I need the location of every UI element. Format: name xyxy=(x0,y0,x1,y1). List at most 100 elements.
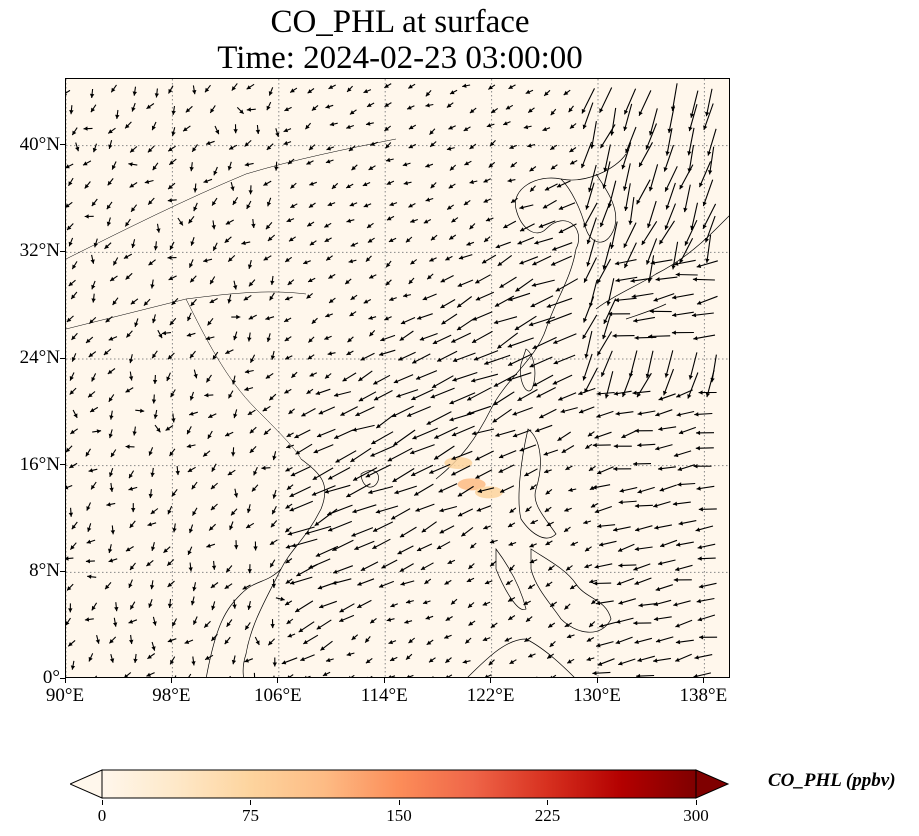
wind-vectors xyxy=(66,83,718,677)
wind-arrow-head xyxy=(306,160,311,165)
wind-arrow-head xyxy=(376,423,381,429)
wind-arrow-head xyxy=(183,127,188,132)
wind-arrow-head xyxy=(346,351,352,355)
wind-arrow-head xyxy=(658,466,663,471)
wind-arrow-head xyxy=(126,333,131,338)
wind-arrow-head xyxy=(673,602,678,607)
wind-arrow-head xyxy=(357,581,362,586)
wind-arrow-head xyxy=(665,151,670,156)
wind-arrow-shaft xyxy=(603,298,617,325)
wind-arrow-head xyxy=(545,541,551,545)
wind-arrow-head xyxy=(451,471,456,476)
wind-arrow-head xyxy=(186,443,192,449)
wind-arrow-head xyxy=(105,584,110,590)
wind-arrow-shaft xyxy=(605,371,614,399)
wind-arrow-head xyxy=(365,473,371,478)
wind-arrow-head xyxy=(503,224,508,228)
wind-arrow-head xyxy=(582,124,587,129)
wind-arrow-head xyxy=(231,380,236,385)
x-tick-label: 122°E xyxy=(466,685,515,706)
wind-arrow-head xyxy=(555,287,561,292)
wind-arrow-head xyxy=(509,508,515,513)
wind-arrow-head xyxy=(370,619,375,624)
wind-arrow-head xyxy=(613,444,618,449)
wind-arrow-head xyxy=(168,276,174,280)
wind-arrow-head xyxy=(672,295,677,300)
wind-arrow-head xyxy=(154,93,159,98)
wind-arrow-head xyxy=(123,254,129,259)
wind-arrow-shaft xyxy=(679,164,694,190)
wind-arrow-head xyxy=(68,281,74,286)
wind-arrow-head xyxy=(131,508,136,513)
wind-arrow-head xyxy=(673,452,679,458)
wind-arrow-head xyxy=(600,143,605,149)
wind-arrow-head xyxy=(193,620,198,625)
wind-arrow-head xyxy=(691,313,697,318)
wind-arrow-head xyxy=(132,91,137,96)
wind-arrow-shaft xyxy=(709,146,715,175)
co-hotspot xyxy=(457,478,486,491)
wind-arrow-head xyxy=(271,583,276,588)
wind-arrow-head xyxy=(535,428,540,433)
wind-arrow-head xyxy=(558,229,564,233)
wind-arrow-head xyxy=(650,260,655,265)
wind-arrow-shaft xyxy=(690,90,699,118)
wind-arrow-head xyxy=(363,89,368,94)
wind-arrow-head xyxy=(283,128,289,133)
x-tick-mark xyxy=(490,678,492,683)
wind-arrow-head xyxy=(68,512,74,517)
wind-arrow-head xyxy=(386,617,392,622)
wind-arrow-head xyxy=(590,503,596,508)
wind-arrow-head xyxy=(583,520,588,525)
co-hotspots xyxy=(444,457,503,499)
wind-arrow-head xyxy=(546,303,552,308)
wind-arrow-head xyxy=(146,672,151,677)
wind-arrow-head xyxy=(167,198,172,203)
wind-arrow-head xyxy=(622,186,628,191)
wind-arrow-head xyxy=(130,148,135,153)
wind-arrow-head xyxy=(705,111,710,117)
luzon-island xyxy=(518,428,557,539)
wind-arrow-head xyxy=(578,391,583,396)
wind-arrow-head xyxy=(209,299,215,303)
wind-arrow-head xyxy=(665,187,669,192)
wind-arrow-head xyxy=(266,337,271,342)
wind-arrow-shaft xyxy=(602,242,612,270)
wind-arrow-shaft xyxy=(174,675,177,677)
wind-arrow-head xyxy=(386,216,392,221)
wind-arrow-head xyxy=(430,394,436,399)
wind-arrow-head xyxy=(697,556,702,561)
taiwan-island xyxy=(520,348,536,392)
wind-arrow-head xyxy=(599,108,604,113)
wind-arrow-head xyxy=(86,539,92,544)
wind-arrow-shaft xyxy=(430,387,455,399)
wind-arrow-head xyxy=(178,220,183,226)
wind-arrow-head xyxy=(638,111,643,116)
wind-arrow-head xyxy=(565,466,570,470)
wind-arrow-head xyxy=(494,302,500,307)
wind-arrow-head xyxy=(558,205,564,210)
wind-arrow-shaft xyxy=(600,350,613,377)
wind-arrow-head xyxy=(529,167,535,172)
wind-arrow-head xyxy=(475,474,480,479)
wind-arrow-head xyxy=(350,457,355,462)
wind-arrow-head xyxy=(484,580,490,585)
wind-arrow-shaft xyxy=(496,332,519,349)
wind-arrow-head xyxy=(166,376,171,381)
wind-arrow-head xyxy=(210,505,216,511)
y-tick-mark xyxy=(60,677,65,679)
wind-arrow-shaft xyxy=(409,444,435,455)
wind-arrow-head xyxy=(228,257,233,262)
wind-arrow-head xyxy=(108,129,113,134)
wind-arrow-head xyxy=(393,379,399,384)
wind-arrow-head xyxy=(309,241,315,246)
wind-arrow-head xyxy=(462,659,468,664)
wind-arrow-head xyxy=(171,492,176,497)
wind-arrow-head xyxy=(466,411,472,416)
wind-arrow-head xyxy=(451,455,456,460)
wind-arrow-head xyxy=(614,261,620,266)
wind-arrow-head xyxy=(451,432,457,437)
wind-arrow-shaft xyxy=(426,411,452,425)
wind-arrow-head xyxy=(430,236,436,241)
wind-arrow-head xyxy=(224,238,230,243)
